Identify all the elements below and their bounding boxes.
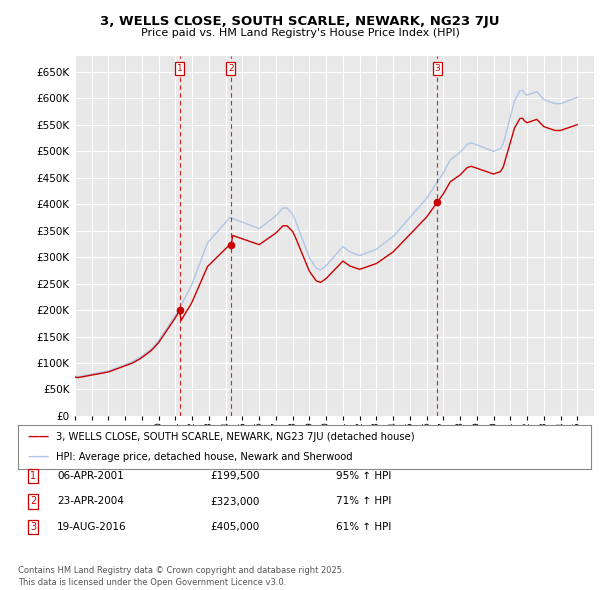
Text: ——: —— — [27, 432, 49, 442]
Text: 61% ↑ HPI: 61% ↑ HPI — [336, 522, 391, 532]
Text: 1: 1 — [177, 64, 183, 73]
Text: HPI: Average price, detached house, Newark and Sherwood: HPI: Average price, detached house, Newa… — [56, 452, 352, 461]
Text: 95% ↑ HPI: 95% ↑ HPI — [336, 471, 391, 481]
Text: 23-APR-2004: 23-APR-2004 — [57, 497, 124, 506]
Text: 06-APR-2001: 06-APR-2001 — [57, 471, 124, 481]
Text: 2: 2 — [228, 64, 233, 73]
Text: 3, WELLS CLOSE, SOUTH SCARLE, NEWARK, NG23 7JU (detached house): 3, WELLS CLOSE, SOUTH SCARLE, NEWARK, NG… — [56, 432, 415, 442]
Text: 3, WELLS CLOSE, SOUTH SCARLE, NEWARK, NG23 7JU: 3, WELLS CLOSE, SOUTH SCARLE, NEWARK, NG… — [100, 15, 500, 28]
Text: 19-AUG-2016: 19-AUG-2016 — [57, 522, 127, 532]
Text: Contains HM Land Registry data © Crown copyright and database right 2025.
This d: Contains HM Land Registry data © Crown c… — [18, 566, 344, 587]
Text: 3: 3 — [434, 64, 440, 73]
Text: £323,000: £323,000 — [210, 497, 259, 506]
Text: 71% ↑ HPI: 71% ↑ HPI — [336, 497, 391, 506]
Text: 3: 3 — [30, 522, 36, 532]
Text: 1: 1 — [30, 471, 36, 481]
Text: £405,000: £405,000 — [210, 522, 259, 532]
Text: £199,500: £199,500 — [210, 471, 260, 481]
Text: Price paid vs. HM Land Registry's House Price Index (HPI): Price paid vs. HM Land Registry's House … — [140, 28, 460, 38]
Text: 2: 2 — [30, 497, 36, 506]
Text: ——: —— — [27, 452, 49, 461]
